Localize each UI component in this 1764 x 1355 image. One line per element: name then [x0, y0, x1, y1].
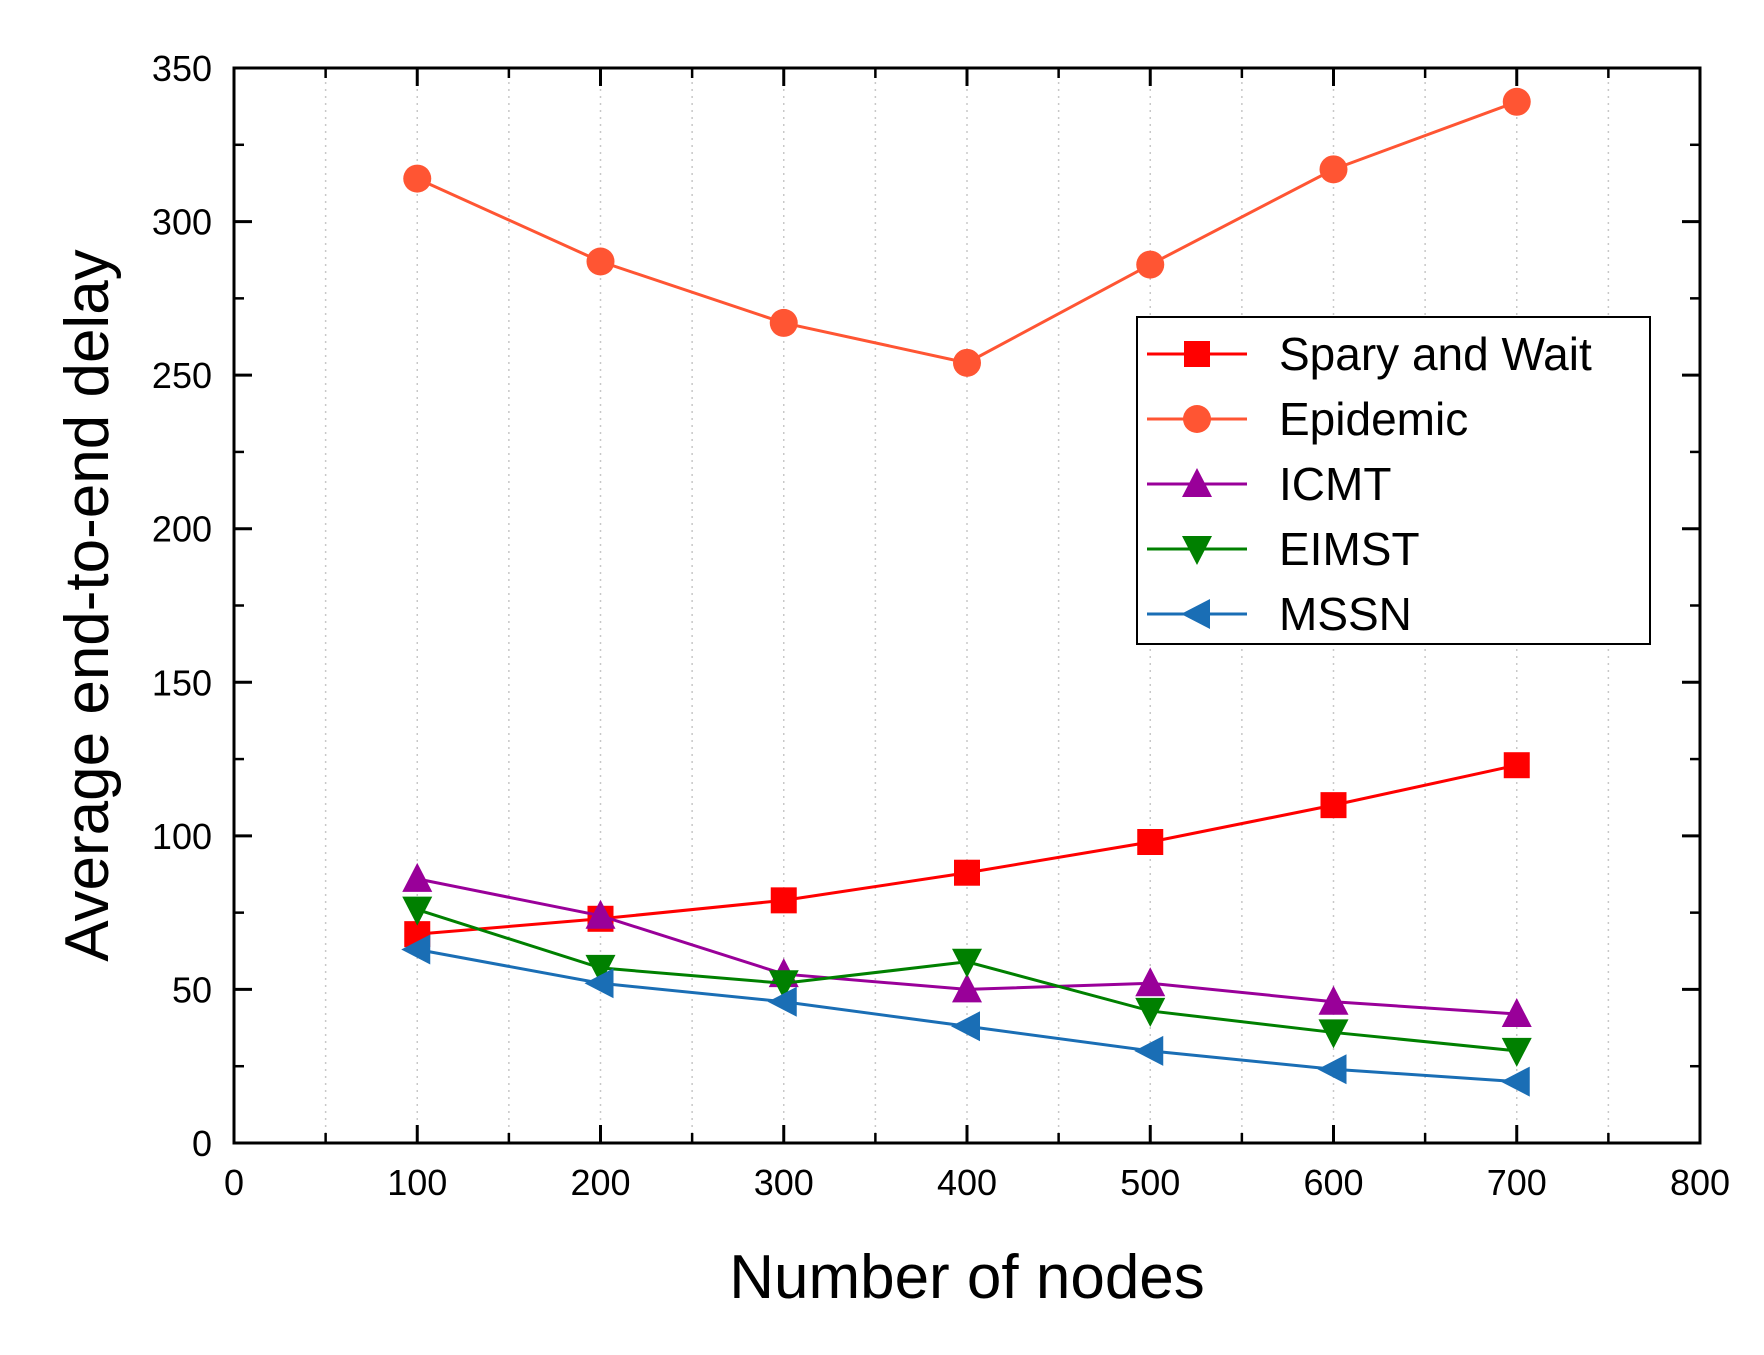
data-point-1-400 — [953, 348, 981, 377]
x-axis-title: Number of nodes — [729, 1243, 1205, 1312]
legend-marker-4 — [1181, 599, 1210, 629]
data-point-0-700 — [1503, 752, 1530, 779]
y-tick-label-150: 150 — [152, 662, 212, 703]
data-point-2-600 — [1318, 985, 1349, 1015]
data-point-0-500 — [1137, 829, 1164, 855]
series-1 — [403, 87, 1531, 377]
data-point-2-500 — [1135, 967, 1166, 997]
y-tick-label-250: 250 — [152, 355, 212, 396]
x-tick-label-700: 700 — [1487, 1162, 1547, 1203]
legend-label-3: EIMST — [1279, 523, 1420, 575]
axis-ticks — [232, 66, 1702, 1145]
data-point-3-200 — [585, 954, 616, 984]
data-point-1-300 — [769, 308, 798, 337]
data-point-4-700 — [1500, 1066, 1530, 1097]
data-point-4-600 — [1317, 1054, 1347, 1085]
x-tick-label-800: 800 — [1670, 1162, 1730, 1203]
data-point-3-300 — [768, 970, 799, 1000]
series-4 — [401, 934, 1530, 1097]
data-point-3-500 — [1135, 997, 1166, 1027]
legend-marker-3 — [1182, 536, 1212, 565]
x-tick-label-600: 600 — [1303, 1162, 1363, 1203]
legend-box — [1136, 316, 1651, 645]
legend-marker-1 — [1183, 405, 1211, 433]
data-point-3-100 — [402, 896, 433, 926]
legend-marker-0 — [1184, 341, 1210, 367]
x-tick-label-300: 300 — [754, 1162, 814, 1203]
data-point-1-700 — [1502, 87, 1531, 116]
data-point-2-100 — [402, 862, 433, 892]
legend-marker-2 — [1182, 468, 1212, 497]
data-point-1-500 — [1136, 250, 1165, 279]
data-point-0-300 — [770, 887, 797, 914]
y-axis-title: Average end-to-end delay — [53, 249, 122, 961]
y-tick-label-100: 100 — [152, 816, 212, 857]
legend-label-1: Epidemic — [1279, 393, 1468, 445]
y-tick-label-0: 0 — [192, 1123, 212, 1164]
y-tick-label-350: 350 — [152, 48, 212, 89]
data-point-4-100 — [401, 934, 431, 965]
legend-label-4: MSSN — [1279, 588, 1412, 640]
data-point-1-600 — [1319, 155, 1348, 184]
data-point-2-400 — [952, 973, 982, 1003]
data-point-1-200 — [586, 247, 615, 276]
data-point-0-400 — [954, 859, 980, 886]
x-tick-label-200: 200 — [570, 1162, 630, 1203]
data-point-3-700 — [1501, 1037, 1532, 1067]
y-tick-label-200: 200 — [152, 509, 212, 550]
data-point-2-200 — [585, 899, 616, 929]
data-point-3-400 — [952, 948, 982, 978]
series-3 — [402, 896, 1532, 1067]
legend-label-0: Spary and Wait — [1279, 328, 1592, 380]
data-point-1-100 — [403, 164, 432, 193]
data-point-0-600 — [1320, 792, 1347, 819]
tick-labels: 0 100 200 300 400 500 600 700 800 0 50 100 150 200 250… — [152, 48, 1730, 1203]
data-point-4-500 — [1134, 1035, 1164, 1066]
data-point-4-400 — [951, 1011, 980, 1042]
y-tick-label-300: 300 — [152, 202, 212, 243]
legend: Spary and Wait Epidemic ICMT EIMST MSSN — [1136, 316, 1651, 645]
x-tick-label-400: 400 — [937, 1162, 997, 1203]
data-point-3-600 — [1318, 1019, 1349, 1049]
data-point-4-200 — [584, 968, 614, 999]
series-0 — [404, 752, 1530, 948]
x-tick-label-500: 500 — [1120, 1162, 1180, 1203]
data-point-2-700 — [1501, 998, 1532, 1027]
data-point-4-300 — [767, 986, 797, 1017]
x-tick-label-0: 0 — [224, 1162, 244, 1203]
x-tick-label-100: 100 — [387, 1162, 447, 1203]
series-layer — [401, 87, 1532, 1097]
y-tick-label-50: 50 — [172, 969, 212, 1010]
legend-label-2: ICMT — [1279, 458, 1391, 510]
